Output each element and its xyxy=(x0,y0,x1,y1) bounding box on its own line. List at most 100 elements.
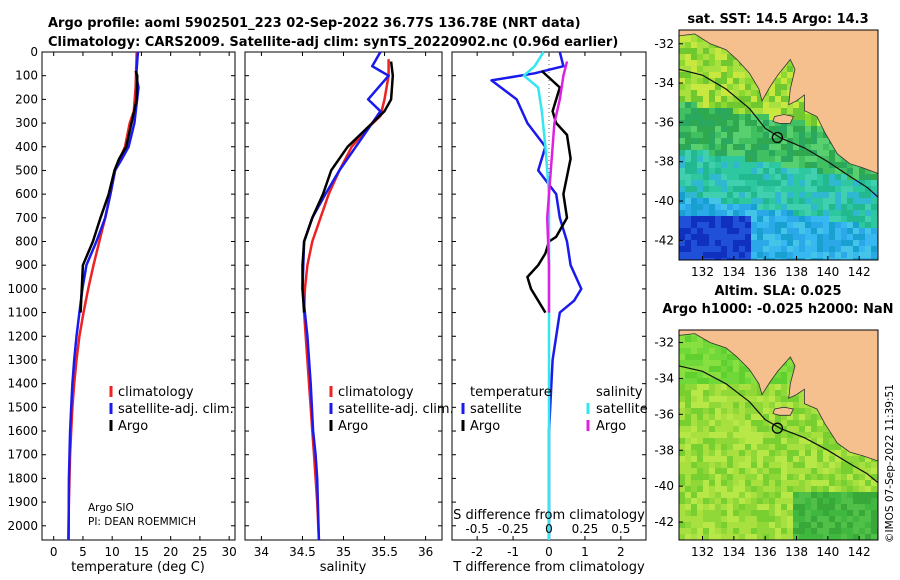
ocean-cell xyxy=(757,258,763,260)
ocean-cell xyxy=(817,168,823,174)
ocean-cell xyxy=(793,240,799,246)
ocean-cell xyxy=(763,108,769,114)
ocean-cell xyxy=(679,246,685,252)
ocean-cell xyxy=(721,432,727,438)
ocean-cell xyxy=(733,354,739,360)
ocean-cell xyxy=(775,450,781,456)
ocean-cell xyxy=(703,90,709,96)
ocean-cell xyxy=(805,486,811,492)
title-line-2: Climatology: CARS2009. Satellite-adj cli… xyxy=(48,35,618,50)
ocean-cell xyxy=(853,198,859,204)
ocean-cell xyxy=(715,486,721,492)
ocean-cell xyxy=(841,246,847,252)
ocean-cell xyxy=(769,192,775,198)
ocean-cell xyxy=(685,48,691,54)
ocean-cell xyxy=(691,96,697,102)
lon-tick-label: 138 xyxy=(785,545,808,559)
ocean-cell xyxy=(739,432,745,438)
ocean-cell xyxy=(739,222,745,228)
ocean-cell xyxy=(715,144,721,150)
argo-float-marker xyxy=(771,422,784,434)
ocean-cell xyxy=(781,144,787,150)
ocean-cell xyxy=(781,222,787,228)
ocean-cell xyxy=(685,444,691,450)
ocean-cell xyxy=(829,216,835,222)
ocean-cell xyxy=(823,510,829,516)
ocean-cell xyxy=(715,384,721,390)
ocean-cell xyxy=(841,168,847,174)
ocean-cell xyxy=(709,534,715,540)
ocean-cell xyxy=(853,210,859,216)
ocean-cell xyxy=(709,528,715,534)
ocean-cell xyxy=(679,168,685,174)
ocean-cell xyxy=(679,120,685,126)
ocean-cell xyxy=(811,510,817,516)
ocean-cell xyxy=(679,228,685,234)
ocean-cell xyxy=(679,36,685,42)
ocean-cell xyxy=(763,504,769,510)
ocean-cell xyxy=(679,192,685,198)
ocean-cell xyxy=(841,474,847,480)
ocean-cell xyxy=(697,144,703,150)
ocean-cell xyxy=(859,168,865,174)
ocean-cell xyxy=(703,396,709,402)
ocean-cell xyxy=(745,210,751,216)
ocean-cell xyxy=(739,228,745,234)
ocean-cell xyxy=(763,234,769,240)
lon-tick-label: 142 xyxy=(848,545,871,559)
ocean-cell xyxy=(739,234,745,240)
ocean-cell xyxy=(727,216,733,222)
sst-map-title: sat. SST: 14.5 Argo: 14.3 xyxy=(687,12,868,27)
ocean-cell xyxy=(739,474,745,480)
ocean-cell xyxy=(751,528,757,534)
ocean-cell xyxy=(739,132,745,138)
ocean-cell xyxy=(811,486,817,492)
ocean-cell xyxy=(853,216,859,222)
ocean-cell xyxy=(769,84,775,90)
ocean-cell xyxy=(745,498,751,504)
ocean-cell xyxy=(757,426,763,432)
ocean-cell xyxy=(859,234,865,240)
ocean-cell xyxy=(757,450,763,456)
ocean-cell xyxy=(739,72,745,78)
salinity-panel: 34 34.5 35 35.5 36 climatologysatellite-adj.… xyxy=(244,51,454,575)
land-mass xyxy=(678,329,879,462)
ocean-cell xyxy=(829,534,835,540)
x-tick-label: 10 xyxy=(105,545,120,559)
ocean-cell xyxy=(691,384,697,390)
ocean-cell xyxy=(775,108,781,114)
ocean-cell xyxy=(781,150,787,156)
ocean-cell xyxy=(697,384,703,390)
ocean-cell xyxy=(751,378,757,384)
ocean-cell xyxy=(745,126,751,132)
legend-label: Argo xyxy=(596,419,626,434)
ocean-cell xyxy=(769,198,775,204)
ocean-cell xyxy=(781,96,787,102)
ocean-cell xyxy=(865,258,871,260)
ocean-cell xyxy=(703,408,709,414)
ocean-cell xyxy=(679,516,685,522)
ocean-cell xyxy=(787,438,793,444)
ocean-cell xyxy=(835,516,841,522)
ocean-cell xyxy=(691,372,697,378)
ocean-cell xyxy=(697,36,703,42)
salinity-series xyxy=(301,51,395,541)
ocean-cell xyxy=(817,426,823,432)
ocean-cell xyxy=(733,96,739,102)
ocean-cell xyxy=(781,510,787,516)
ocean-cell xyxy=(811,144,817,150)
ocean-cell xyxy=(697,126,703,132)
ocean-cell xyxy=(733,156,739,162)
ocean-cell xyxy=(787,126,793,132)
difference-series xyxy=(490,51,583,540)
ocean-cell xyxy=(727,258,733,260)
ocean-cell xyxy=(679,378,685,384)
ocean-cell xyxy=(715,408,721,414)
ocean-cell xyxy=(709,372,715,378)
ocean-cell xyxy=(787,192,793,198)
ocean-cell xyxy=(805,432,811,438)
ocean-cell xyxy=(847,234,853,240)
ocean-cell xyxy=(691,246,697,252)
ocean-cell xyxy=(697,474,703,480)
ocean-cell xyxy=(703,366,709,372)
